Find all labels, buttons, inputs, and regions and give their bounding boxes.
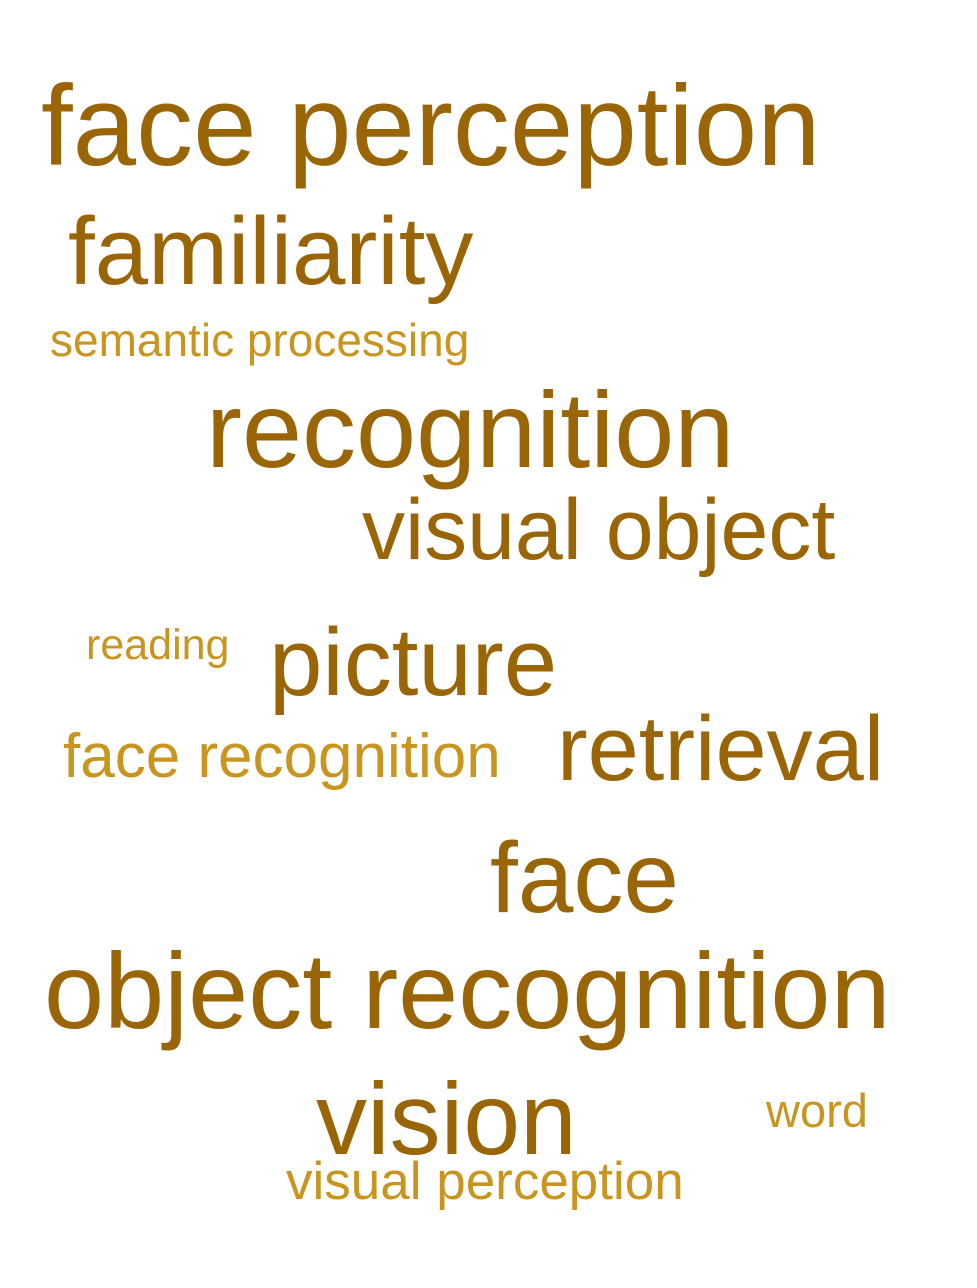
word-object-recognition: object recognition bbox=[44, 930, 891, 1051]
word-word: word bbox=[766, 1084, 868, 1137]
word-familiarity: familiarity bbox=[68, 198, 474, 305]
word-visual-object: visual object bbox=[362, 482, 836, 578]
word-vision: vision bbox=[316, 1062, 577, 1176]
word-picture: picture bbox=[269, 609, 558, 716]
word-semantic-processing: semantic processing bbox=[50, 314, 470, 366]
word-face: face bbox=[490, 822, 680, 934]
word-face-perception: face perception bbox=[41, 63, 821, 190]
word-recognition: recognition bbox=[206, 369, 735, 490]
word-face-recognition: face recognition bbox=[63, 722, 501, 791]
word-reading: reading bbox=[86, 621, 230, 669]
word-visual-perception: visual perception bbox=[286, 1152, 684, 1211]
word-retrieval: retrieval bbox=[557, 698, 885, 800]
